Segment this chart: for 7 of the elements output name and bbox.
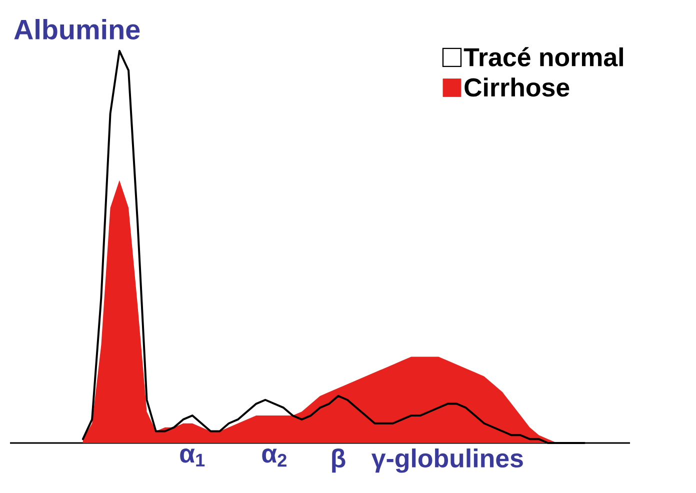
text: Albumine: [14, 19, 140, 40]
legend-label: Cirrhose: [464, 78, 570, 97]
x-tick-label: α$_{2}$: [262, 448, 286, 467]
x-tick-label: α$_{1}$: [180, 448, 205, 466]
x-tick-label: β: [332, 448, 346, 473]
legend-label: Tracé normal: [464, 47, 623, 66]
x-tick-label: γ-globulines: [371, 448, 523, 473]
